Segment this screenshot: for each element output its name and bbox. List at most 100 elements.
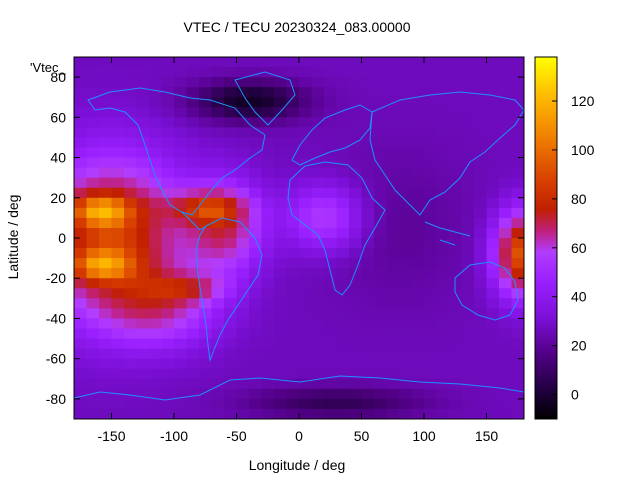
heatmap-cell — [186, 67, 200, 78]
x-tick-label: 150 — [475, 428, 499, 444]
heatmap-cell — [136, 388, 150, 400]
heatmap-cell — [111, 368, 125, 380]
heatmap-cell — [236, 378, 250, 390]
heatmap-cell — [161, 207, 175, 219]
heatmap-cell — [286, 67, 300, 78]
heatmap-cell — [124, 378, 138, 390]
heatmap-cell — [174, 308, 188, 320]
heatmap-cell — [399, 238, 413, 249]
heatmap-cell — [349, 97, 363, 108]
heatmap-cell — [311, 227, 325, 239]
heatmap-cell — [299, 358, 313, 370]
heatmap-cell — [224, 57, 238, 68]
heatmap-cell — [261, 97, 275, 108]
heatmap-cell — [211, 368, 225, 380]
heatmap-cell — [511, 187, 524, 199]
heatmap-cell — [499, 77, 513, 88]
heatmap-cell — [74, 368, 88, 380]
heatmap-cell — [249, 157, 263, 169]
heatmap-cell — [136, 67, 150, 78]
heatmap-cell — [124, 318, 138, 330]
heatmap-cell — [99, 358, 113, 370]
heatmap-cell — [236, 207, 250, 219]
heatmap-cell — [161, 288, 175, 299]
heatmap-cell — [199, 197, 213, 209]
heatmap-cell — [224, 308, 238, 320]
heatmap-cell — [336, 97, 350, 108]
heatmap-cell — [274, 87, 288, 98]
heatmap-cell — [299, 368, 313, 380]
heatmap-cell — [149, 137, 163, 149]
heatmap-cell — [261, 338, 275, 350]
heatmap-cell — [124, 338, 138, 350]
heatmap-cell — [311, 137, 325, 149]
heatmap-cell — [161, 308, 175, 320]
heatmap-cell — [299, 408, 313, 419]
heatmap-cell — [86, 97, 100, 108]
heatmap-cell — [261, 388, 275, 400]
heatmap-cell — [461, 328, 475, 340]
heatmap-cell — [149, 248, 163, 259]
heatmap-cell — [311, 358, 325, 370]
heatmap-cell — [111, 338, 125, 350]
x-tick-label: 100 — [412, 428, 436, 444]
heatmap-cell — [274, 268, 288, 279]
y-tick-label: -40 — [46, 310, 66, 326]
heatmap-cell — [186, 147, 200, 159]
heatmap-cell — [499, 338, 513, 350]
heatmap-cell — [74, 338, 88, 350]
heatmap-cell — [161, 398, 175, 410]
heatmap-cell — [186, 408, 200, 419]
heatmap-cell — [199, 97, 213, 108]
heatmap-cell — [486, 177, 500, 189]
heatmap-cell — [399, 268, 413, 279]
heatmap-cell — [499, 278, 513, 289]
heatmap-cell — [186, 187, 200, 199]
heatmap-cell — [274, 398, 288, 410]
heatmap-cell — [124, 248, 138, 259]
heatmap-cell — [336, 157, 350, 169]
heatmap-cell — [399, 258, 413, 269]
heatmap-cell — [161, 147, 175, 159]
heatmap-cell — [261, 398, 275, 410]
heatmap-cell — [336, 127, 350, 139]
heatmap-cell — [436, 57, 450, 68]
heatmap-cell — [486, 268, 500, 279]
heatmap-cell — [449, 348, 463, 360]
heatmap-cell — [311, 388, 325, 400]
y-tick-label: 0 — [58, 230, 66, 246]
heatmap-cell — [474, 248, 488, 259]
heatmap-cell — [261, 348, 275, 360]
heatmap-cell — [386, 358, 400, 370]
heatmap-cell — [249, 137, 263, 149]
heatmap-cell — [274, 238, 288, 249]
heatmap-cell — [186, 227, 200, 239]
heatmap-cell — [111, 408, 125, 419]
heatmap-cell — [449, 77, 463, 88]
x-axis-ticks: -150 -100 -50 0 50 100 150 — [97, 57, 498, 444]
heatmap-cell — [336, 278, 350, 289]
heatmap-cell — [236, 57, 250, 68]
heatmap-cell — [236, 238, 250, 249]
heatmap-cell — [324, 298, 338, 309]
heatmap-cell — [236, 338, 250, 350]
heatmap-cell — [349, 167, 363, 179]
heatmap-cell — [236, 308, 250, 320]
heatmap-cell — [286, 408, 300, 419]
heatmap-cell — [449, 368, 463, 380]
heatmap-cell — [461, 187, 475, 199]
heatmap-cell — [474, 338, 488, 350]
heatmap-cell — [286, 207, 300, 219]
heatmap-cell — [461, 348, 475, 360]
heatmap-cell — [386, 238, 400, 249]
heatmap-cell — [261, 278, 275, 289]
heatmap-cell — [186, 358, 200, 370]
heatmap-cell — [186, 268, 200, 279]
heatmap-cell — [311, 338, 325, 350]
heatmap-cell — [449, 187, 463, 199]
heatmap-cell — [349, 77, 363, 88]
heatmap-cell — [424, 67, 438, 78]
heatmap-cell — [374, 278, 388, 289]
heatmap-cell — [211, 288, 225, 299]
heatmap-cell — [386, 207, 400, 219]
